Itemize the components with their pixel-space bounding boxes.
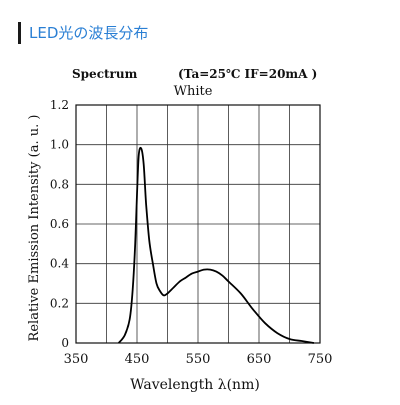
x-tick-label: 350 <box>64 352 89 367</box>
x-tick-label: 650 <box>247 352 272 367</box>
conditions-label: (Ta=25℃ IF=20mA ) <box>178 67 317 81</box>
page-title: LED光の波長分布 <box>18 22 148 44</box>
tick-labels: 350 450 550 650 750 0 0.2 0.4 0.6 0.8 1.0 1.2 <box>50 98 333 367</box>
y-axis-label: Relative Emission Intensity (a. u. ) <box>27 115 42 342</box>
spectrum-label: Spectrum <box>72 67 138 81</box>
x-axis-label: Wavelength λ(nm) <box>130 377 260 393</box>
y-tick-label: 0 <box>61 336 69 350</box>
y-tick-label: 0.2 <box>50 296 69 310</box>
x-tick-label: 450 <box>125 352 150 367</box>
grid <box>76 105 320 343</box>
y-tick-label: 1.2 <box>50 98 69 112</box>
y-tick-label: 1.0 <box>50 138 69 152</box>
x-tick-label: 550 <box>186 352 211 367</box>
x-tick-label: 750 <box>308 352 333 367</box>
chart-title: White <box>174 84 213 99</box>
spectrum-curve <box>117 146 315 344</box>
y-tick-label: 0.4 <box>50 257 69 271</box>
plot-frame <box>75 104 321 344</box>
y-tick-label: 0.6 <box>50 217 69 231</box>
y-tick-label: 0.8 <box>50 177 69 191</box>
